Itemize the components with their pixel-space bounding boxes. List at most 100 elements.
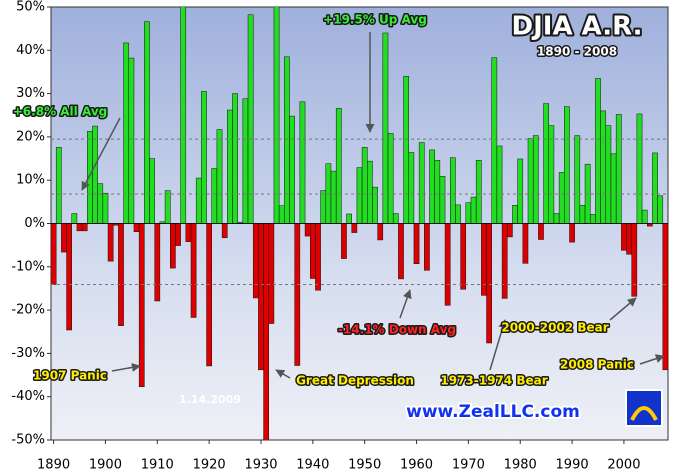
bar	[621, 223, 627, 251]
bar	[102, 192, 109, 224]
x-tick-label: 1980	[504, 458, 537, 473]
bar	[154, 223, 161, 302]
bar	[247, 14, 254, 224]
bar	[258, 223, 264, 371]
bar	[600, 110, 607, 224]
bar	[367, 160, 373, 224]
bar	[81, 223, 88, 232]
y-tick-label: -50%	[11, 433, 45, 448]
bar	[538, 223, 544, 240]
bar	[185, 223, 192, 242]
y-tick-label: 40%	[16, 43, 45, 58]
bar	[144, 21, 150, 224]
annotation: 2000-2002 Bear	[501, 321, 608, 335]
date: 1.14.2009	[179, 393, 241, 406]
bar	[579, 205, 586, 224]
x-tick-label: 1910	[141, 458, 174, 473]
bar	[496, 145, 503, 224]
y-tick-label: -20%	[11, 303, 45, 318]
bar	[507, 223, 513, 238]
bar	[558, 172, 565, 224]
bar	[387, 133, 394, 224]
bar	[164, 190, 171, 224]
bar	[574, 135, 581, 224]
bar	[221, 223, 228, 239]
bar	[232, 93, 238, 224]
bar	[569, 223, 575, 243]
bar	[175, 223, 181, 246]
bar	[522, 223, 529, 264]
x-tick-label: 1930	[244, 458, 277, 473]
chart-subtitle: 1890 - 2008	[537, 45, 617, 59]
annotation: 2008 Panic	[560, 358, 634, 372]
bar	[61, 223, 67, 253]
bar	[543, 103, 549, 224]
bar	[392, 213, 399, 224]
source: www.ZealLLC.com	[406, 402, 580, 422]
bar	[605, 125, 612, 224]
y-tick-label: -30%	[11, 346, 45, 361]
logo-mark	[630, 406, 658, 421]
bar	[92, 125, 98, 224]
bar	[657, 195, 664, 224]
y-tick-label: 50%	[16, 0, 45, 15]
bar	[652, 152, 658, 224]
arrow	[111, 362, 141, 372]
reference-label: -14.1% Down Avg	[338, 323, 456, 337]
bar	[273, 7, 280, 224]
bar	[641, 209, 648, 224]
y-tick-label: -40%	[11, 389, 45, 404]
x-tick-label: 1950	[348, 458, 381, 473]
bar	[123, 42, 130, 224]
bar	[76, 223, 83, 232]
x-tick-label: 1960	[400, 458, 433, 473]
bar	[424, 223, 430, 271]
arrow	[275, 369, 291, 379]
bar	[589, 214, 596, 224]
bar	[361, 147, 368, 224]
bar	[532, 135, 539, 224]
bar	[615, 114, 622, 224]
bar	[252, 223, 259, 299]
bar	[118, 223, 124, 326]
bar	[372, 186, 378, 224]
bar	[346, 213, 352, 224]
bar	[626, 223, 632, 255]
y-tick-label: -10%	[11, 259, 45, 274]
bar	[439, 176, 446, 224]
grid: -50% -40% -30% -20% -10% 0% 10% 20% 30% 40% 50% 189…	[11, 0, 640, 473]
bar	[455, 204, 461, 224]
bar	[278, 205, 285, 224]
bar	[309, 223, 316, 279]
bar	[149, 158, 155, 224]
bar	[107, 223, 114, 262]
bar	[460, 223, 467, 290]
bar	[610, 153, 617, 224]
annotation: 1973-1974 Bear	[440, 374, 547, 388]
bar	[548, 125, 555, 224]
bar	[128, 57, 135, 224]
bar	[398, 223, 404, 280]
reference-label: +6.8% All Avg	[13, 105, 107, 119]
reference-label: +19.5% Up Avg	[323, 13, 427, 27]
bar	[403, 76, 410, 224]
bar	[227, 109, 233, 224]
bar	[201, 91, 207, 224]
bar	[341, 223, 347, 259]
x-tick-label: 1940	[296, 458, 329, 473]
y-tick-label: 10%	[16, 173, 45, 188]
bar	[289, 115, 295, 224]
bar	[320, 190, 327, 224]
bar	[631, 223, 638, 297]
x-tick-label: 1970	[452, 458, 485, 473]
bar	[206, 223, 212, 367]
bar	[470, 196, 477, 224]
bar	[335, 108, 342, 224]
arrow	[81, 117, 121, 191]
bar	[444, 223, 451, 306]
bar	[330, 170, 337, 224]
bar	[527, 138, 534, 224]
bar	[418, 142, 425, 224]
bar	[351, 223, 358, 233]
